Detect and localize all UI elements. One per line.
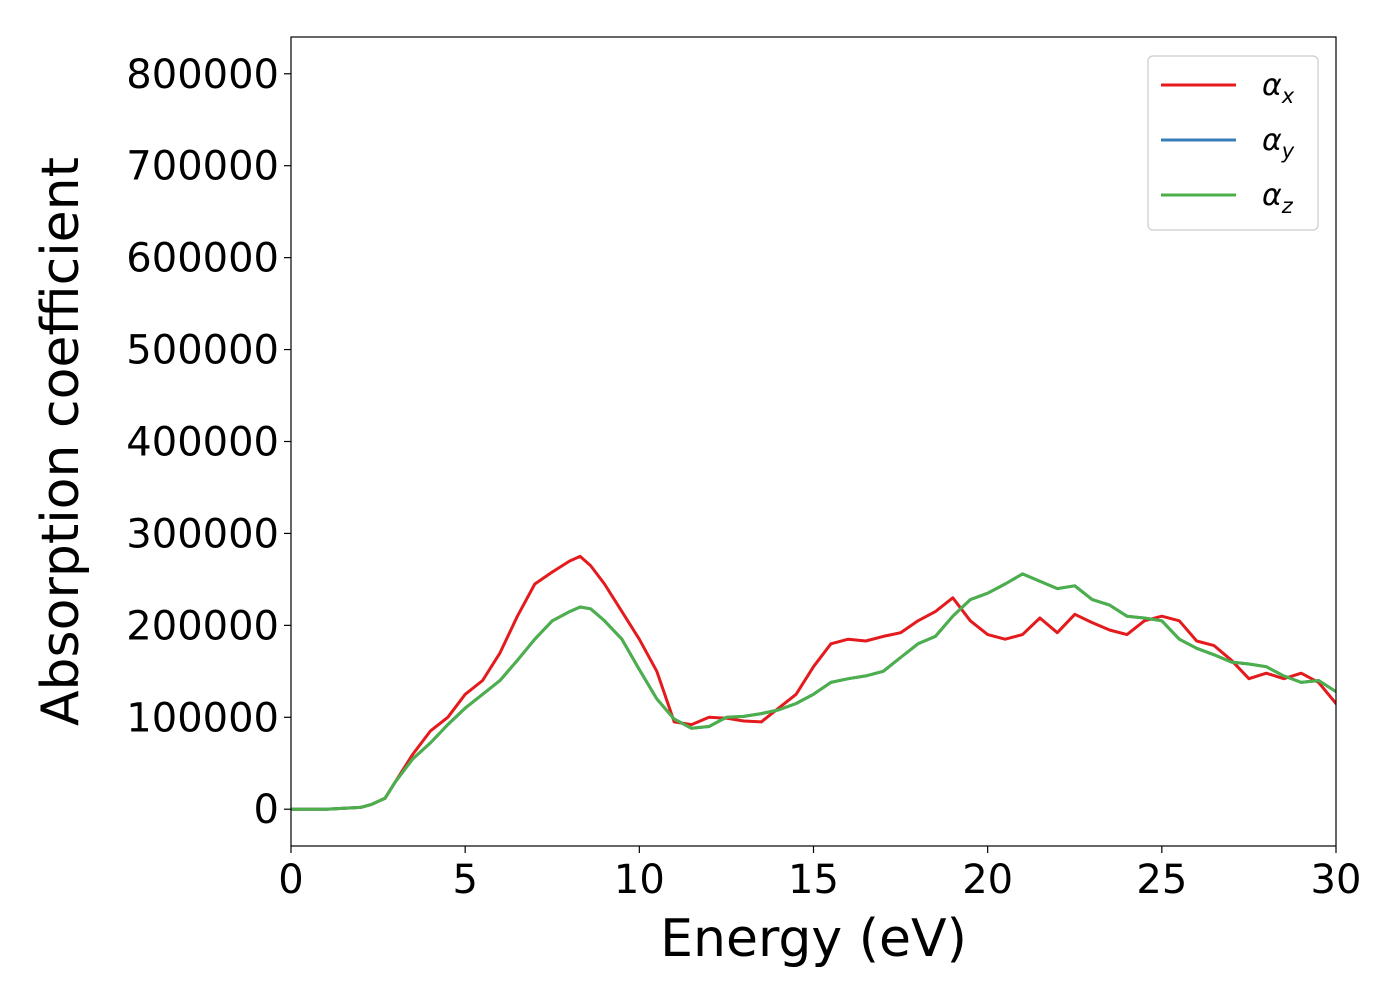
x-axis-ticks: 0 5 10 15 20 25 30: [278, 846, 1361, 903]
x-tick-label: 10: [614, 857, 665, 903]
y-tick-label: 300000: [126, 511, 279, 557]
legend: αx αy αz: [1147, 55, 1319, 231]
x-tick-label: 30: [1311, 857, 1362, 903]
series-line-alpha-y: [291, 572, 1336, 811]
legend-label-alpha-y: αy: [1262, 123, 1295, 163]
x-tick-label: 25: [1136, 857, 1187, 903]
x-axis-title: Energy (eV): [660, 909, 967, 969]
legend-label-alpha-z: αz: [1262, 178, 1294, 218]
series-line-alpha-z: [291, 572, 1336, 811]
y-tick-label: 200000: [126, 603, 279, 649]
series-line-alpha-x: [291, 554, 1336, 811]
series-layer: [291, 554, 1336, 811]
y-tick-label: 800000: [126, 52, 279, 98]
x-tick-label: 20: [962, 857, 1013, 903]
x-tick-label: 0: [278, 857, 303, 903]
y-tick-label: 400000: [126, 420, 279, 466]
legend-label-alpha-x: αx: [1262, 68, 1295, 108]
legend-box: [1147, 55, 1319, 231]
y-tick-label: 0: [254, 787, 279, 833]
y-tick-label: 700000: [126, 144, 279, 190]
x-tick-label: 5: [452, 857, 477, 903]
y-axis-title: Absorption coefficient: [31, 157, 91, 726]
x-tick-label: 15: [788, 857, 839, 903]
y-tick-label: 100000: [126, 695, 279, 741]
y-tick-label: 500000: [126, 328, 279, 374]
y-axis-ticks: 0 100000 200000 300000 400000 500000 600000 700…: [126, 52, 291, 833]
y-tick-label: 600000: [126, 236, 279, 282]
